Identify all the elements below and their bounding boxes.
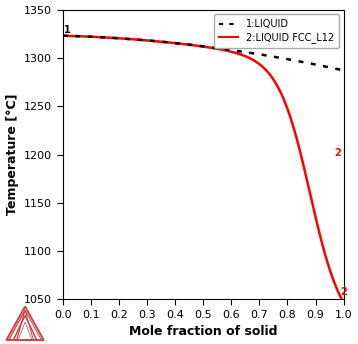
X-axis label: Mole fraction of solid: Mole fraction of solid bbox=[129, 325, 277, 338]
Text: 2: 2 bbox=[334, 148, 340, 158]
Y-axis label: Temperature [°C]: Temperature [°C] bbox=[6, 94, 19, 215]
Text: 1: 1 bbox=[63, 25, 70, 35]
Text: 2: 2 bbox=[340, 287, 347, 297]
Legend: 1:LIQUID, 2:LIQUID FCC_L12: 1:LIQUID, 2:LIQUID FCC_L12 bbox=[214, 14, 339, 48]
